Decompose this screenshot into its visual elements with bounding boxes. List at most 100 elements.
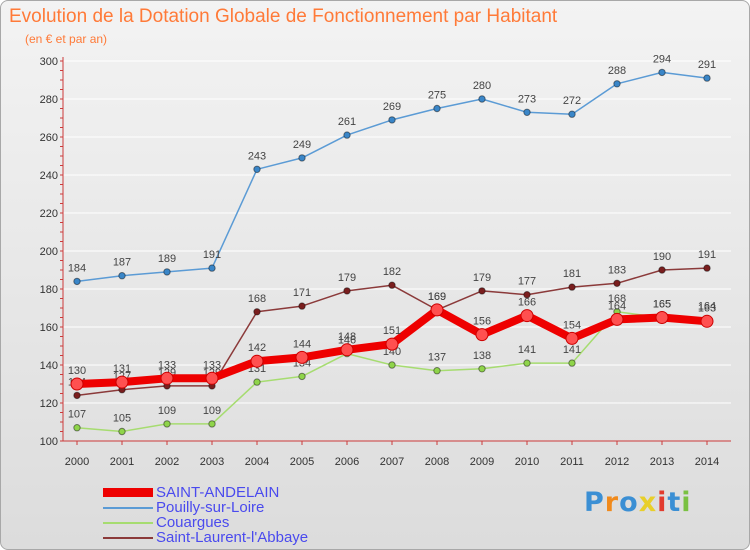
data-label: 109 — [203, 405, 221, 417]
legend-label: Pouilly-sur-Loire — [156, 499, 265, 516]
data-point — [568, 359, 576, 367]
data-label: 183 — [608, 264, 626, 276]
data-label: 184 — [68, 262, 86, 274]
data-label: 280 — [473, 80, 491, 92]
data-label: 177 — [518, 276, 536, 288]
data-point — [205, 371, 219, 385]
grid-lines — [63, 60, 731, 442]
data-point — [700, 314, 714, 328]
x-tick-label: 2013 — [650, 456, 674, 468]
legend-label: Couargues — [156, 514, 230, 531]
data-label: 190 — [653, 251, 671, 263]
data-point — [655, 311, 669, 324]
data-label: 140 — [383, 346, 401, 358]
y-tick-label: 200 — [40, 246, 58, 258]
data-label: 187 — [113, 257, 131, 269]
chart-subtitle: (en € et par an) — [25, 32, 108, 46]
y-tick-label: 160 — [40, 322, 58, 334]
legend-swatch — [103, 537, 153, 539]
y-tick-label: 240 — [40, 170, 58, 182]
data-label: 272 — [563, 95, 581, 107]
data-label: 164 — [698, 300, 716, 312]
data-point — [388, 116, 396, 124]
data-label: 168 — [608, 293, 626, 305]
data-point — [658, 266, 666, 274]
data-point — [253, 165, 261, 174]
data-label: 133 — [203, 359, 221, 371]
data-label: 109 — [158, 405, 176, 417]
data-label: 273 — [518, 93, 536, 105]
data-label: 249 — [293, 139, 311, 151]
data-point — [73, 391, 81, 400]
data-label: 133 — [158, 359, 176, 371]
y-tick-label: 180 — [40, 284, 58, 296]
data-point — [523, 359, 531, 367]
data-point — [298, 154, 306, 162]
x-tick-label: 2012 — [605, 456, 629, 468]
data-point — [253, 308, 261, 316]
y-tick-labels: 100 120 140 160 180 200 220 240 260 280 300 — [40, 56, 63, 448]
data-point — [433, 104, 441, 113]
data-point — [163, 420, 171, 428]
data-point — [340, 343, 354, 357]
logo-letter: x — [638, 487, 658, 518]
data-label: 151 — [383, 325, 401, 337]
data-point — [568, 283, 576, 291]
data-label: 141 — [518, 344, 536, 356]
data-point — [478, 287, 486, 295]
data-point — [253, 378, 261, 386]
x-tick-label: 2006 — [335, 456, 359, 468]
data-label: 107 — [68, 409, 86, 421]
data-label: 163 — [698, 302, 716, 314]
data-point — [478, 95, 486, 103]
data-label: 169 — [428, 291, 446, 303]
data-point — [118, 272, 126, 280]
data-label: 137 — [428, 352, 446, 364]
logo-letter: i — [681, 487, 692, 518]
data-label: 141 — [563, 344, 581, 356]
data-label: 269 — [383, 101, 401, 113]
data-label: 294 — [653, 53, 671, 65]
data-point — [73, 277, 81, 286]
data-point — [73, 424, 81, 432]
data-point — [523, 291, 531, 299]
data-point — [433, 367, 441, 375]
data-label: 156 — [473, 316, 491, 328]
data-point — [568, 110, 576, 118]
data-point — [388, 281, 396, 289]
x-tick-label: 2002 — [155, 456, 179, 468]
data-point — [295, 350, 309, 364]
logo-letter: o — [619, 487, 639, 518]
series-pouilly-sur-loire: 184 187 189 191 243 249 261 269 275 280 273 272 288 2… — [68, 53, 716, 286]
data-point — [520, 309, 534, 323]
data-label: 148 — [338, 331, 356, 343]
legend-label: SAINT-ANDELAIN — [156, 484, 280, 501]
data-label: 165 — [653, 299, 671, 311]
data-label: 191 — [698, 249, 716, 261]
data-label: 144 — [293, 338, 311, 350]
data-point — [658, 68, 666, 77]
data-label: 146 — [338, 335, 356, 347]
x-tick-label: 2001 — [110, 456, 134, 468]
data-label: 261 — [338, 116, 356, 128]
data-label: 138 — [473, 350, 491, 362]
chart-title: Evolution de la Dotation Globale de Fonc… — [9, 6, 558, 27]
data-point — [565, 331, 579, 345]
data-label: 166 — [518, 297, 536, 309]
data-point — [475, 328, 489, 342]
data-point — [208, 420, 216, 428]
y-tick-label: 260 — [40, 132, 58, 144]
legend-swatch — [103, 507, 153, 509]
data-label: 191 — [203, 249, 221, 261]
x-tick-label: 2009 — [470, 456, 494, 468]
data-point — [250, 354, 264, 368]
y-tick-label: 120 — [40, 398, 58, 410]
data-point — [115, 375, 129, 389]
data-point — [385, 337, 399, 351]
proxiti-logo: Proxiti — [584, 487, 692, 518]
x-tick-label: 2010 — [515, 456, 539, 468]
legend-swatch — [103, 522, 153, 524]
